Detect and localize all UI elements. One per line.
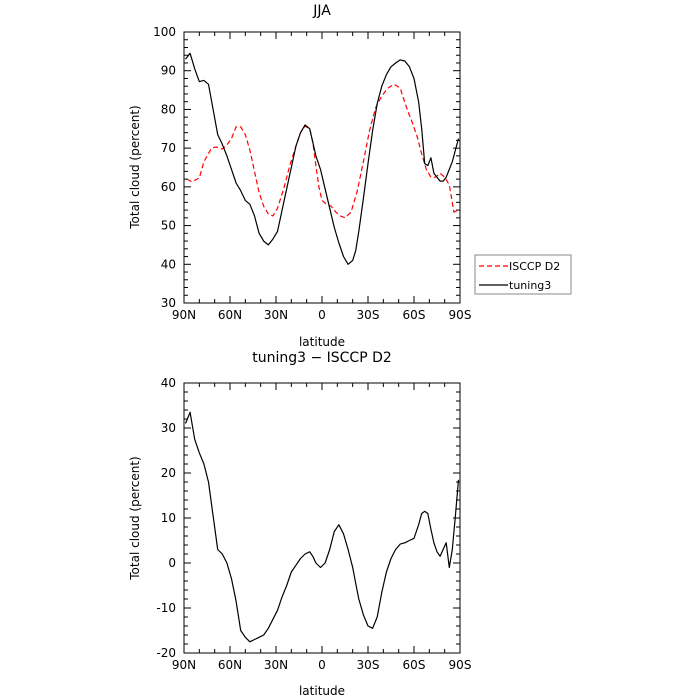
- x-tick-label: 30N: [264, 308, 288, 322]
- series-line-tuning3: [185, 52, 460, 265]
- series-layer: [185, 52, 460, 265]
- x-axis-label: latitude: [299, 684, 345, 698]
- x-tick-label: 60S: [403, 308, 426, 322]
- legend-label-isccp: ISCCP D2: [509, 260, 560, 273]
- y-axis-label: Total cloud (percent): [128, 456, 142, 580]
- x-tick-label: 90S: [449, 308, 472, 322]
- y-tick-labels: -20 -10 0 10 20 30 40: [156, 376, 176, 660]
- panel-jja: JJA 90N 60N 30N 0 30S 60S 90S 30 40 50 60 70 80 90 10…: [128, 3, 471, 349]
- x-axis-label: latitude: [299, 335, 345, 349]
- series-layer: [184, 411, 460, 643]
- y-tick-label: 90: [161, 64, 176, 78]
- y-tick-label: 0: [168, 556, 176, 570]
- x-tick-label: 0: [318, 308, 326, 322]
- axis-ticks: [183, 31, 461, 304]
- y-tick-label: 40: [161, 257, 176, 271]
- legend-box: [474, 254, 572, 295]
- legend-label-tuning3: tuning3: [509, 279, 551, 292]
- y-tick-label: -10: [156, 601, 176, 615]
- plot-frame: [183, 382, 461, 654]
- y-axis-label: Total cloud (percent): [128, 105, 142, 229]
- x-tick-label: 30S: [357, 658, 380, 672]
- y-tick-label: 40: [161, 376, 176, 390]
- x-tick-label: 90N: [172, 658, 196, 672]
- panel-difference: tuning3 − ISCCP D2 90N 60N 30N 0 30S 60S 90S -…: [128, 350, 471, 698]
- y-tick-label: 30: [161, 296, 176, 310]
- y-tick-label: -20: [156, 646, 176, 660]
- x-tick-label: 90S: [449, 658, 472, 672]
- legend: ISCCP D2 tuning3: [474, 254, 572, 295]
- x-tick-label: 60N: [218, 308, 242, 322]
- y-tick-label: 100: [153, 25, 176, 39]
- y-tick-label: 60: [161, 180, 176, 194]
- y-tick-label: 30: [161, 421, 176, 435]
- x-tick-label: 30S: [357, 308, 380, 322]
- x-tick-label: 30N: [264, 658, 288, 672]
- y-tick-label: 10: [161, 511, 176, 525]
- chart-title: tuning3 − ISCCP D2: [252, 350, 392, 366]
- series-line-isccp-d2: [186, 83, 458, 219]
- y-tick-label: 70: [161, 141, 176, 155]
- x-tick-label: 90N: [172, 308, 196, 322]
- x-tick-label: 60S: [403, 658, 426, 672]
- x-tick-label: 0: [318, 658, 326, 672]
- x-tick-labels: 90N 60N 30N 0 30S 60S 90S: [172, 308, 472, 322]
- x-tick-labels: 90N 60N 30N 0 30S 60S 90S: [172, 658, 472, 672]
- y-tick-label: 20: [161, 466, 176, 480]
- chart-title: JJA: [312, 3, 331, 19]
- x-tick-label: 60N: [218, 658, 242, 672]
- series-line-difference: [184, 411, 460, 643]
- y-tick-labels: 30 40 50 60 70 80 90 100: [153, 25, 176, 310]
- y-tick-label: 80: [161, 102, 176, 116]
- plot-frame: [183, 31, 461, 304]
- y-tick-label: 50: [161, 219, 176, 233]
- axis-ticks: [183, 382, 461, 654]
